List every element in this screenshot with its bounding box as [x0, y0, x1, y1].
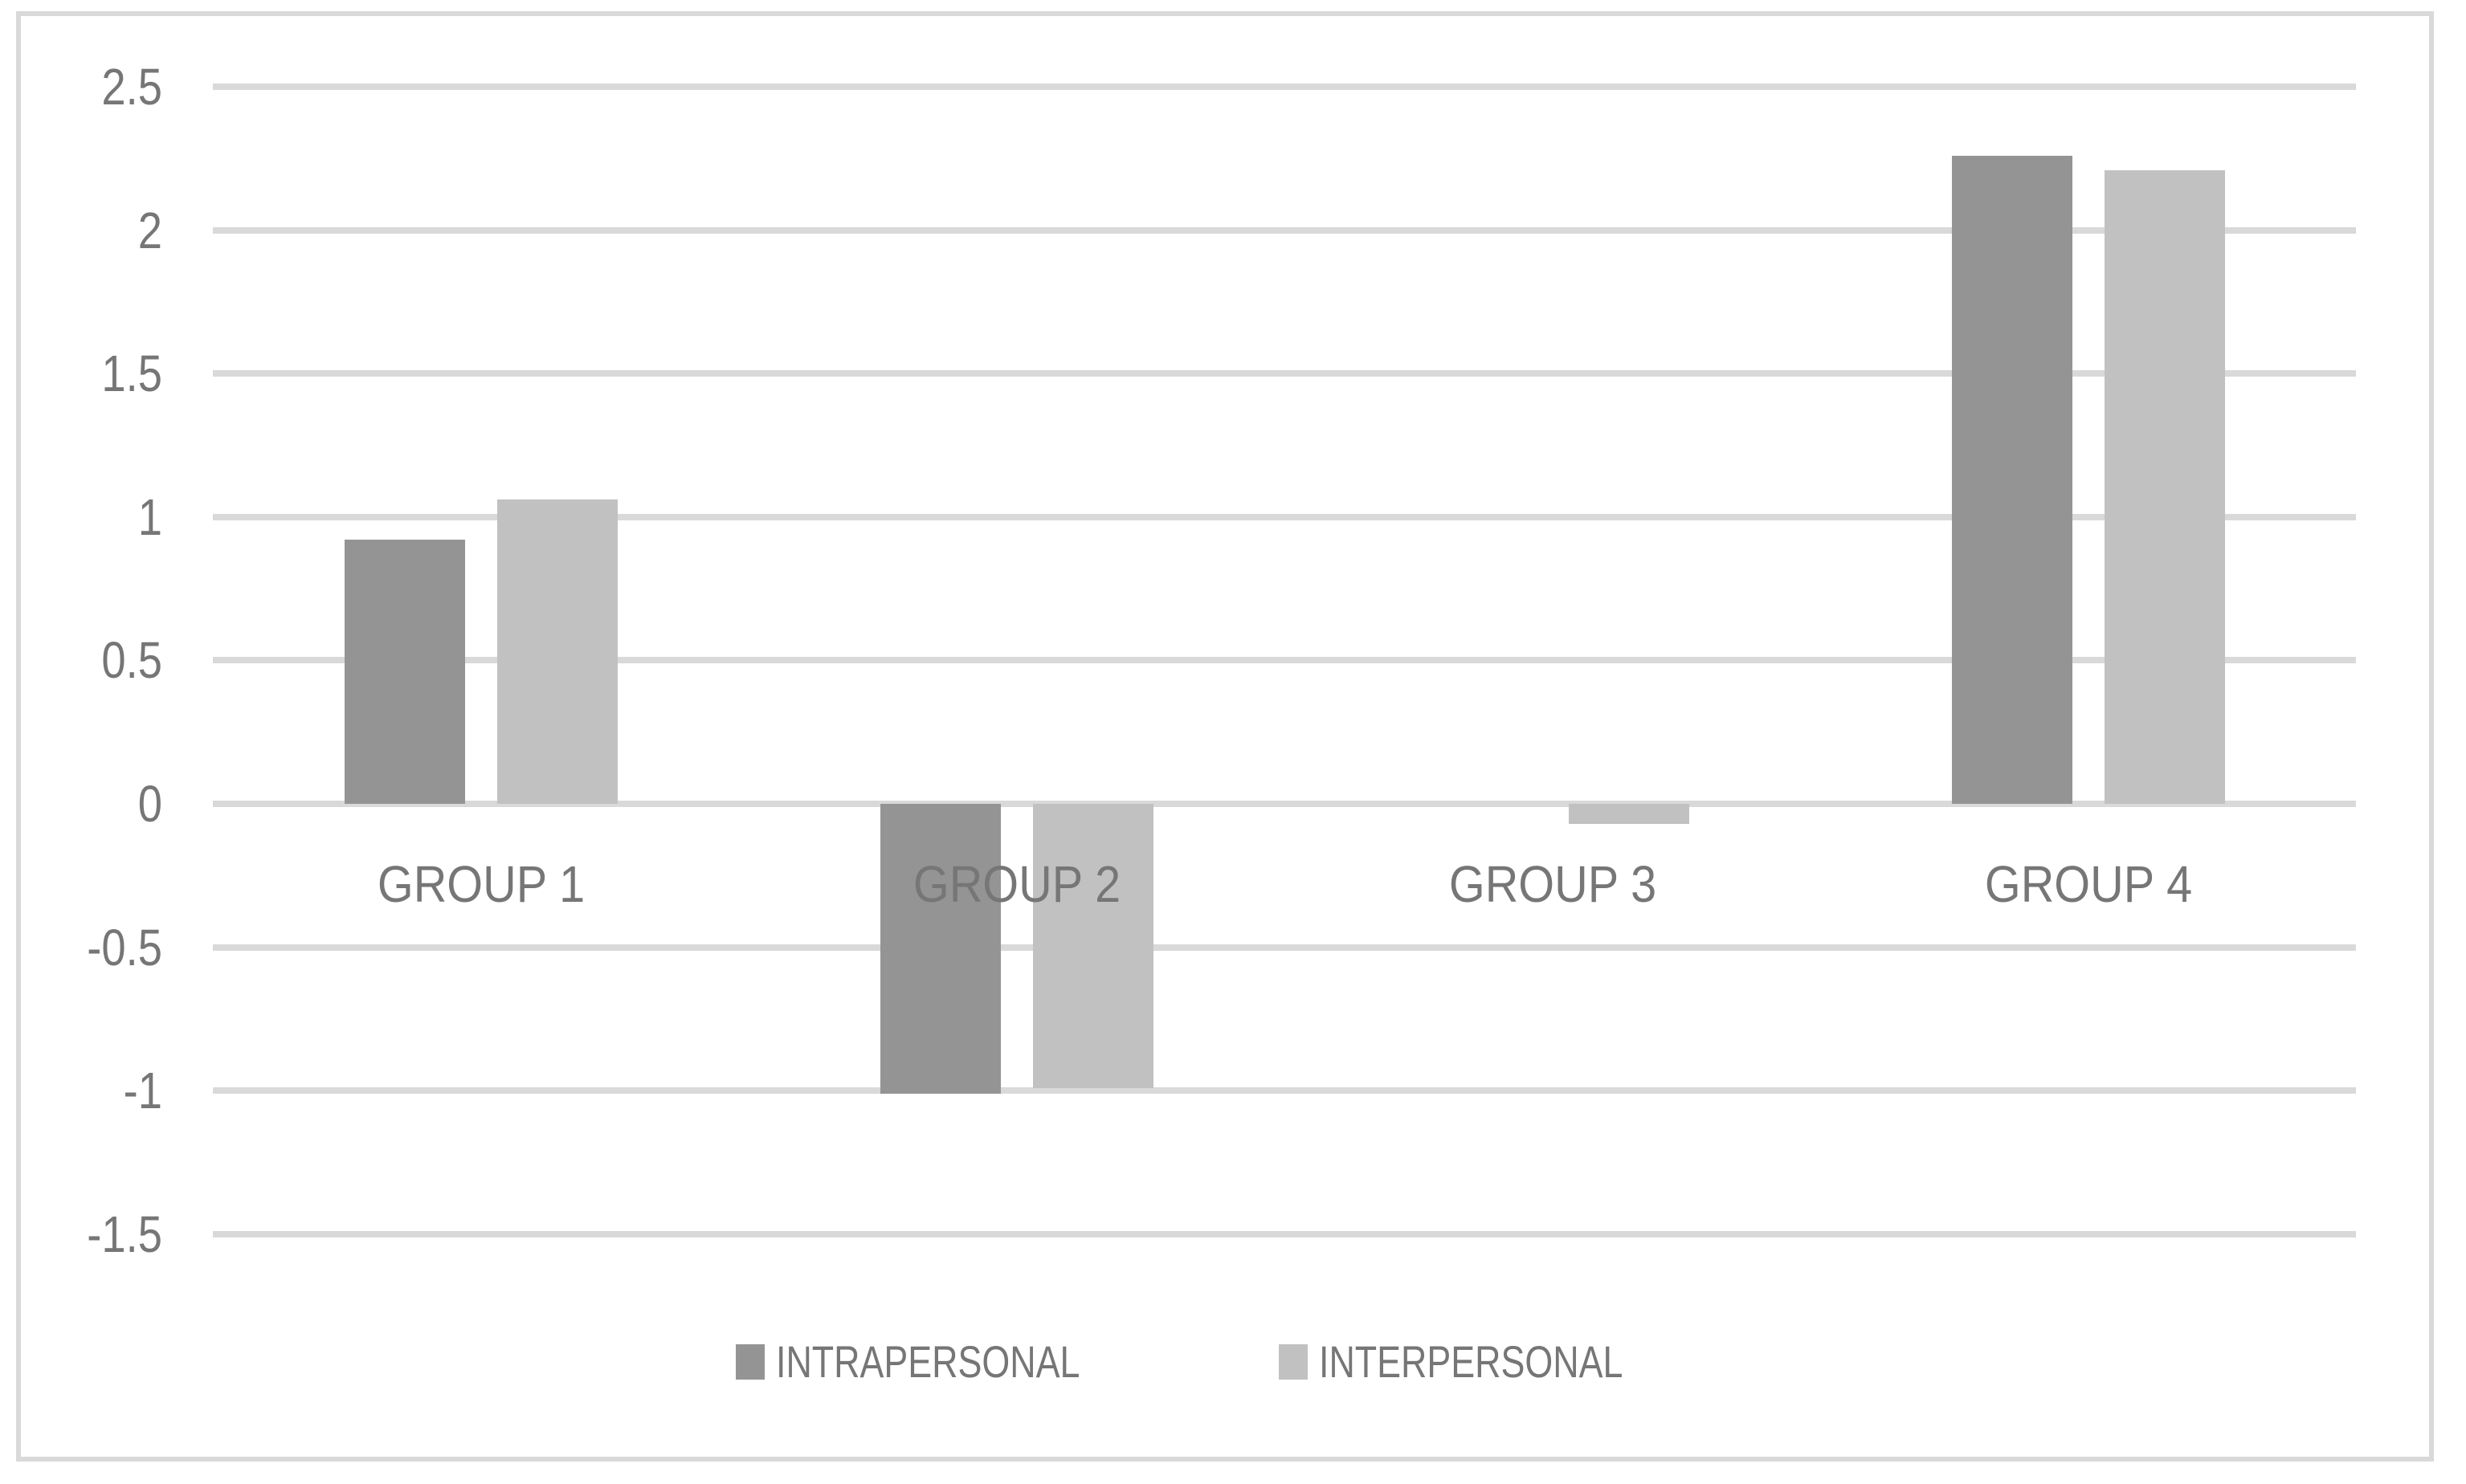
bar-interpersonal-group1 [496, 499, 618, 804]
y-tick-label: 0.5 [101, 631, 162, 690]
y-tick-label: -1 [123, 1062, 162, 1120]
legend-entry-intrapersonal: INTRAPERSONAL [736, 1336, 1156, 1387]
gridline [213, 657, 2356, 664]
legend-label-intrapersonal: INTRAPERSONAL [776, 1336, 1080, 1387]
gridline [213, 370, 2356, 377]
gridline [213, 1087, 2356, 1095]
legend-swatch-intrapersonal [736, 1344, 765, 1380]
gridline [213, 1230, 2356, 1237]
y-tick-label: -0.5 [87, 918, 162, 976]
bar-intrapersonal-group1 [344, 540, 465, 804]
gridline [213, 801, 2356, 807]
legend: INTRAPERSONAL INTERPERSONAL [0, 1336, 2466, 1387]
bar-interpersonal-group2 [1032, 804, 1153, 1088]
gridline [213, 513, 2356, 520]
y-tick-label: -1.5 [87, 1205, 162, 1263]
legend-swatch-interpersonal [1279, 1344, 1308, 1380]
category-label-group1: GROUP 1 [377, 855, 585, 913]
chart-border-frame [16, 11, 2434, 1462]
y-tick-label: 2 [137, 201, 162, 259]
bar-interpersonal-group4 [2104, 169, 2225, 804]
gridline [213, 226, 2356, 234]
legend-entry-interpersonal: INTERPERSONAL [1279, 1336, 1699, 1387]
gridline [213, 84, 2356, 90]
y-tick-label: 1.5 [101, 344, 162, 403]
y-tick-label: 0 [137, 775, 162, 833]
category-label-group2: GROUP 2 [913, 855, 1121, 913]
bar-intrapersonal-group2 [880, 804, 1001, 1094]
category-label-group3: GROUP 3 [1448, 855, 1656, 913]
bar-interpersonal-group3 [1568, 804, 1689, 824]
y-tick-label: 2.5 [101, 58, 162, 116]
y-tick-label: 1 [137, 487, 162, 546]
gridline [213, 944, 2356, 951]
bar-intrapersonal-group4 [1951, 155, 2072, 804]
legend-label-interpersonal: INTERPERSONAL [1319, 1336, 1623, 1387]
category-label-group4: GROUP 4 [1984, 855, 2192, 913]
